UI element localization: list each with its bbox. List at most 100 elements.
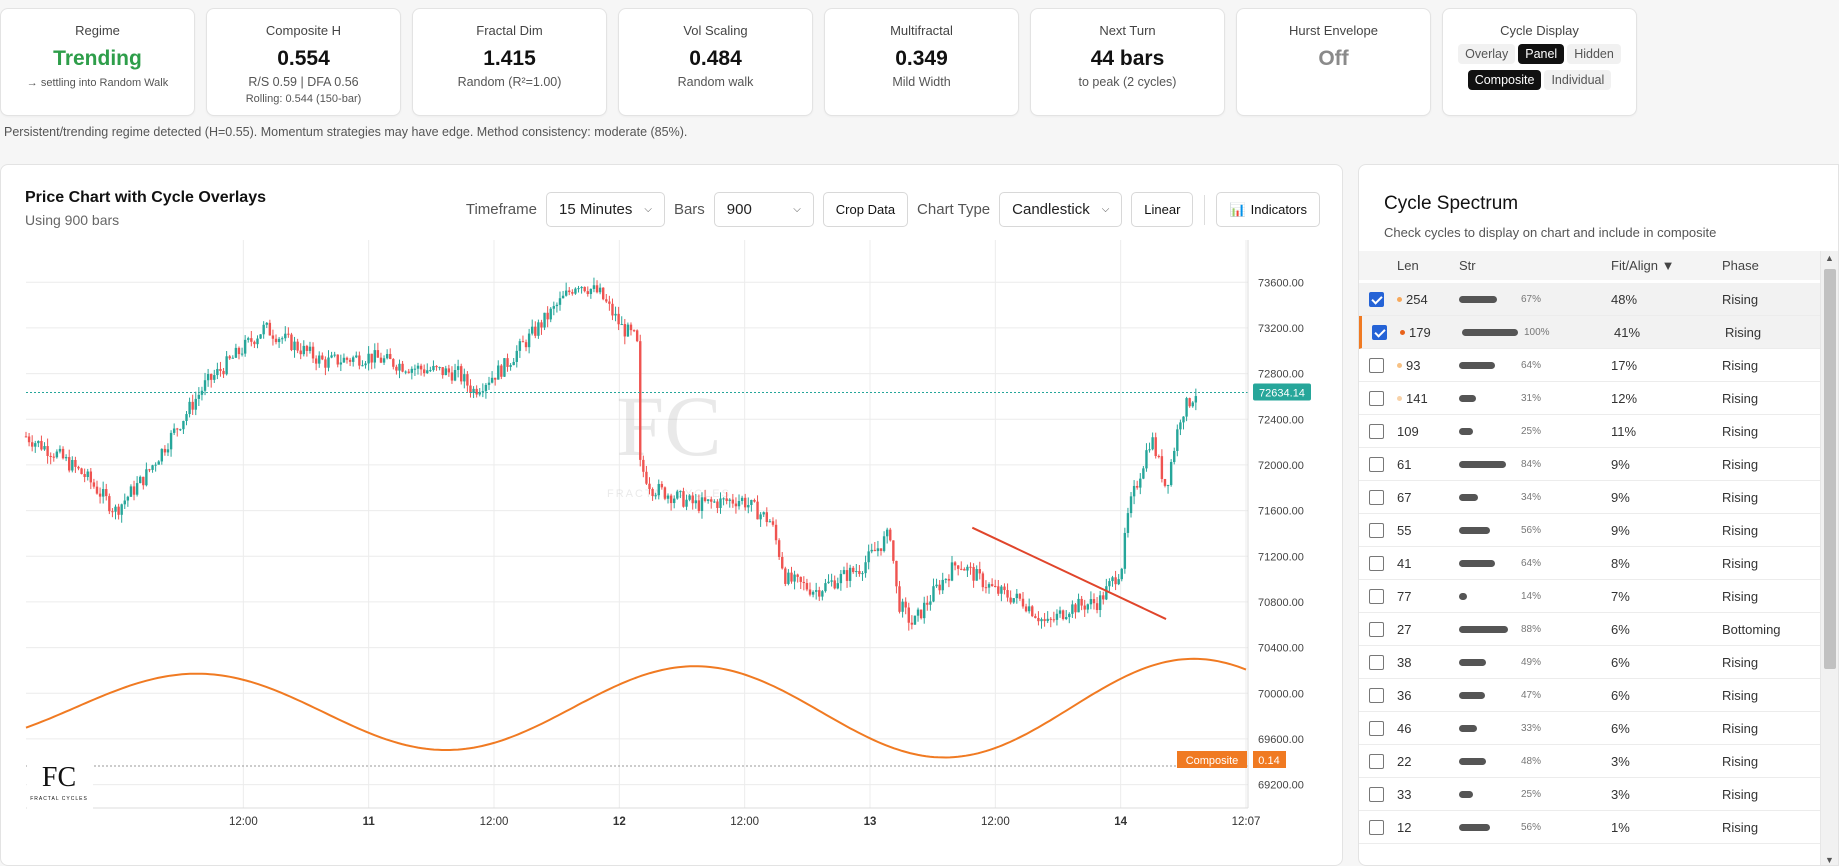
candle-body	[577, 288, 580, 290]
cycle-checkbox[interactable]	[1369, 655, 1384, 670]
strength-percent: 56%	[1521, 822, 1542, 833]
cycle-row[interactable]: 41 64% 8% Rising	[1359, 547, 1822, 580]
cycle-row[interactable]: 67 34% 9% Rising	[1359, 481, 1822, 514]
candle-body	[86, 471, 89, 477]
cycle-checkbox[interactable]	[1369, 721, 1384, 736]
cycle-checkbox[interactable]	[1372, 325, 1387, 340]
chart-subtitle: Using 900 bars	[25, 212, 120, 228]
spectrum-scrollbar[interactable]: ▲ ▼	[1820, 251, 1838, 865]
candle-body	[827, 581, 830, 584]
cycle-checkbox[interactable]	[1369, 688, 1384, 703]
trendline	[971, 526, 1167, 620]
candle-body	[1163, 478, 1167, 486]
cycle-row[interactable]: 179 100% 41% Rising	[1359, 316, 1822, 349]
cycle-checkbox[interactable]	[1369, 292, 1384, 307]
view-composite-button[interactable]: Composite	[1467, 70, 1542, 90]
scroll-thumb[interactable]	[1824, 269, 1836, 669]
cycle-checkbox[interactable]	[1369, 523, 1384, 538]
cycle-row[interactable]: 46 33% 6% Rising	[1359, 712, 1822, 745]
cycle-checkbox[interactable]	[1369, 490, 1384, 505]
cycle-checkbox[interactable]	[1369, 754, 1384, 769]
candle-body	[889, 529, 892, 541]
col-str[interactable]: Str	[1459, 258, 1476, 273]
cycle-checkbox[interactable]	[1369, 787, 1384, 802]
candle-body	[256, 338, 259, 345]
candle-body	[114, 506, 117, 512]
hurst-envelope-value[interactable]: Off	[1318, 47, 1349, 70]
mode-panel-button[interactable]: Panel	[1518, 44, 1565, 64]
cycle-row[interactable]: 27 88% 6% Bottoming	[1359, 613, 1822, 646]
crop-data-button[interactable]: Crop Data	[822, 192, 909, 227]
cycle-checkbox[interactable]	[1369, 589, 1384, 604]
cycle-row[interactable]: 55 56% 9% Rising	[1359, 514, 1822, 547]
candle-body	[768, 521, 772, 523]
cycle-row[interactable]: 36 47% 6% Rising	[1359, 679, 1822, 712]
timeframe-select[interactable]: 15 Minutes ⌵	[545, 192, 665, 227]
view-individual-button[interactable]: Individual	[1544, 70, 1612, 90]
chart-watermark: FC FRACTAL CYCLES	[607, 378, 729, 500]
cycle-row[interactable]: 141 31% 12% Rising	[1359, 382, 1822, 415]
composite-value-tag	[1253, 751, 1286, 768]
stat-card-hurst-envelope[interactable]: Hurst Envelope Off	[1236, 8, 1431, 116]
cycle-row[interactable]: 22 48% 3% Rising	[1359, 745, 1822, 778]
cycle-row[interactable]: 93 64% 17% Rising	[1359, 349, 1822, 382]
candle-body	[271, 335, 275, 339]
cycle-row[interactable]: 254 67% 48% Rising	[1359, 283, 1822, 316]
indicators-button[interactable]: 📊 Indicators	[1216, 192, 1320, 227]
candle-body	[568, 290, 571, 293]
cycle-checkbox[interactable]	[1369, 457, 1384, 472]
candle-body	[330, 355, 333, 358]
candle-body	[923, 602, 926, 619]
cycle-checkbox[interactable]	[1369, 424, 1384, 439]
cycle-checkbox[interactable]	[1369, 622, 1384, 637]
cycle-row[interactable]: 77 14% 7% Rising	[1359, 580, 1822, 613]
candle-body	[385, 353, 389, 359]
chart-type-select[interactable]: Candlestick ⌵	[999, 192, 1123, 227]
candle-body	[969, 566, 972, 568]
candle-body	[527, 333, 531, 348]
cycle-row[interactable]: 109 25% 11% Rising	[1359, 415, 1822, 448]
linear-scale-button[interactable]: Linear	[1131, 192, 1194, 227]
x-tick-label: 11	[363, 816, 376, 828]
candle-body	[703, 497, 707, 501]
cycle-row[interactable]: 12 56% 1% Rising	[1359, 811, 1822, 844]
candle-body	[1071, 604, 1074, 614]
cycle-length: 61	[1397, 457, 1412, 472]
display-mode-toggle: Overlay Panel Hidden	[1458, 44, 1621, 64]
col-phase[interactable]: Phase	[1722, 258, 1759, 273]
mode-overlay-button[interactable]: Overlay	[1458, 44, 1516, 64]
candle-body	[941, 579, 944, 591]
candle-body	[1049, 618, 1052, 620]
candle-body	[1191, 402, 1194, 407]
cycle-checkbox[interactable]	[1369, 820, 1384, 835]
candle-body	[376, 350, 380, 358]
y-tick-label: 70800.00	[1258, 597, 1304, 609]
candle-body	[321, 355, 324, 360]
cycle-row[interactable]: 38 49% 6% Rising	[1359, 646, 1822, 679]
candle-body	[308, 346, 312, 351]
col-len[interactable]: Len	[1397, 258, 1419, 273]
candle-body	[645, 471, 648, 484]
strength-bar	[1459, 659, 1515, 666]
candle-body	[876, 548, 880, 552]
candle-body	[280, 338, 284, 340]
stat-card-regime: Regime Trending → settling into Random W…	[0, 8, 195, 116]
strength-bar-fill	[1459, 560, 1495, 567]
candle-body	[487, 382, 491, 385]
strength-percent: 34%	[1521, 492, 1542, 503]
col-fit-align[interactable]: Fit/Align ▼	[1611, 258, 1675, 273]
candle-body	[882, 536, 886, 551]
scroll-down-icon[interactable]: ▼	[1825, 855, 1834, 865]
cycle-checkbox[interactable]	[1369, 556, 1384, 571]
cycle-row[interactable]: 33 25% 3% Rising	[1359, 778, 1822, 811]
cycle-checkbox[interactable]	[1369, 358, 1384, 373]
cycle-row[interactable]: 61 84% 9% Rising	[1359, 448, 1822, 481]
candle-body	[987, 584, 991, 588]
bars-select[interactable]: 900 ⌵	[713, 192, 814, 227]
scroll-up-icon[interactable]: ▲	[1825, 253, 1834, 263]
strength-percent: 14%	[1521, 591, 1542, 602]
mode-hidden-button[interactable]: Hidden	[1567, 44, 1621, 64]
cycle-checkbox[interactable]	[1369, 391, 1384, 406]
stat-label: Fractal Dim	[476, 23, 543, 38]
